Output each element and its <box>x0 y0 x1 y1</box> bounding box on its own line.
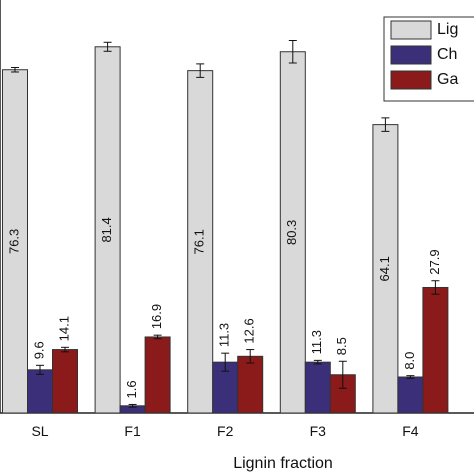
value-label: 76.1 <box>192 229 207 254</box>
bar <box>279 51 306 414</box>
bar <box>27 369 53 414</box>
value-label: 80.3 <box>284 220 299 245</box>
value-label: 16.9 <box>149 304 164 329</box>
legend-label: Ga <box>437 71 458 88</box>
legend-label: Lig <box>437 21 458 38</box>
value-label: 76.3 <box>6 229 21 254</box>
value-label: 8.0 <box>402 352 417 370</box>
bar <box>2 69 28 414</box>
x-tick-label: F2 <box>217 423 234 439</box>
value-label: 11.3 <box>217 323 232 347</box>
value-label: 14.1 <box>56 316 71 341</box>
bar <box>304 361 331 414</box>
legend-label: Ch <box>437 46 457 63</box>
bar <box>52 349 78 414</box>
legend-swatch <box>390 20 432 40</box>
value-label: 81.4 <box>99 217 114 242</box>
x-tick-label: F1 <box>124 423 141 439</box>
x-tick-label: SL <box>31 423 48 439</box>
value-label: 1.6 <box>124 380 139 398</box>
value-label: 9.6 <box>31 341 46 359</box>
legend-swatch <box>390 70 432 90</box>
value-label: 11.3 <box>309 330 324 354</box>
bar <box>144 336 171 414</box>
bar <box>187 70 214 414</box>
value-label: 64.1 <box>377 256 392 281</box>
x-axis-title: Lignin fraction <box>233 455 333 472</box>
bar <box>237 355 264 414</box>
bar <box>94 46 121 414</box>
legend-swatch <box>390 45 432 65</box>
bar <box>397 376 424 414</box>
value-label: 12.6 <box>242 318 257 343</box>
bar <box>422 286 449 414</box>
x-tick-label: F4 <box>402 423 419 439</box>
value-label: 27.9 <box>427 249 442 274</box>
value-label: 8.5 <box>334 337 349 355</box>
x-tick-label: F3 <box>310 423 327 439</box>
